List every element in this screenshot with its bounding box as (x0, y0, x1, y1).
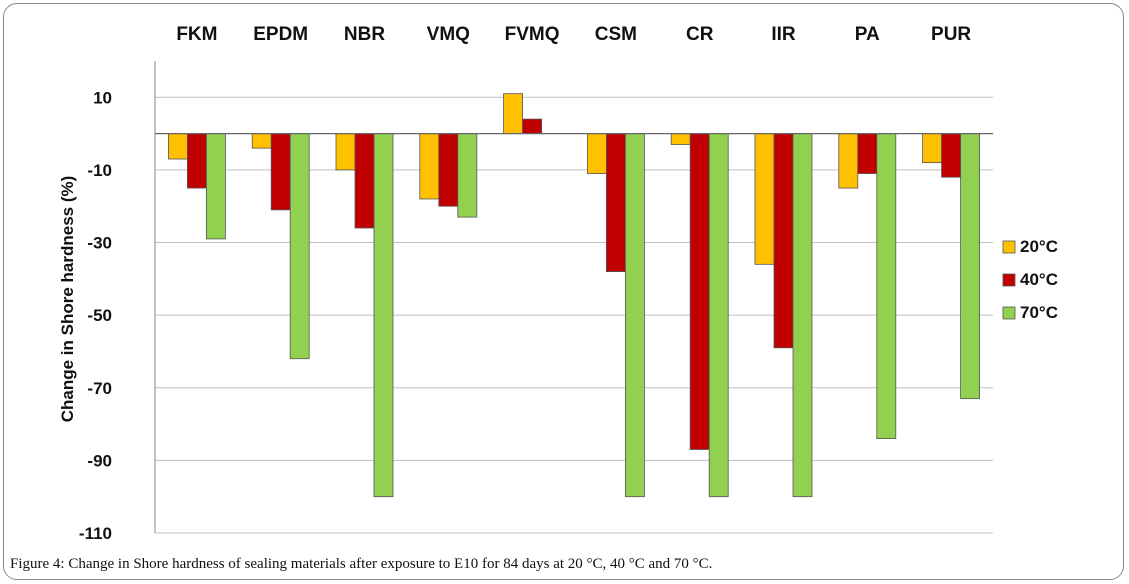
bar-epdm-20c (251, 133, 272, 149)
bar-fkm-70c (205, 133, 226, 240)
bar-csm-20c (587, 133, 607, 174)
y-tick-label: -110 (79, 524, 112, 543)
category-label: PA (855, 24, 880, 45)
category-label: CSM (595, 24, 637, 45)
bar-iir-40c (773, 133, 794, 349)
y-axis-title: Change in Shore hardness (%) (58, 176, 77, 423)
y-tick-label: -50 (87, 306, 112, 325)
bar-fkm-40c (186, 133, 207, 189)
bar-pur-70c (960, 133, 980, 400)
bar-cr-20c (670, 133, 691, 145)
bar-iir-20c (754, 133, 775, 265)
y-tick-label: -90 (87, 451, 112, 470)
bar-pa-20c (838, 133, 859, 189)
category-label: FKM (176, 24, 217, 45)
bar-vmq-70c (457, 133, 478, 218)
axes (154, 61, 993, 533)
bar-pur-20c (922, 133, 942, 164)
legend-label: 40°C (1020, 270, 1058, 289)
y-tick-labels: 10 -10 -30 -50 -70 -90 -110 (79, 88, 112, 543)
bar-nbr-70c (373, 133, 394, 498)
bar-pur-40c (941, 133, 961, 178)
bar-iir-70c (792, 133, 813, 498)
category-label: PUR (931, 24, 971, 45)
bar-fvmq-40c (522, 118, 542, 135)
bar-epdm-70c (289, 133, 310, 360)
bar-pa-40c (857, 133, 878, 174)
bar-pa-70c (876, 133, 897, 440)
y-tick-label: -10 (87, 161, 112, 180)
bar-nbr-40c (354, 133, 375, 229)
category-label: FVMQ (505, 24, 560, 45)
category-label: IIR (771, 24, 796, 45)
bar-cr-40c (689, 133, 710, 450)
legend-label: 20°C (1020, 237, 1058, 256)
y-tick-label: 10 (93, 88, 112, 107)
y-tick-label: -70 (87, 379, 112, 398)
category-label: VMQ (427, 24, 470, 45)
bar-vmq-20c (419, 133, 440, 200)
bar-cr-70c (708, 133, 729, 498)
figure-caption: Figure 4: Change in Shore hardness of se… (10, 556, 713, 572)
y-tick-label: -30 (87, 234, 112, 253)
figure-frame (3, 3, 1124, 580)
category-label: NBR (344, 24, 385, 45)
bars (167, 93, 980, 498)
bar-fkm-20c (167, 133, 188, 160)
bar-csm-70c (625, 133, 645, 498)
category-label: EPDM (253, 24, 308, 45)
legend: 20°C 40°C 70°C (1002, 237, 1058, 322)
legend-swatch (1002, 240, 1016, 254)
bar-vmq-40c (438, 133, 459, 207)
bar-epdm-40c (270, 133, 291, 211)
bar-fvmq-20c (503, 93, 524, 135)
bar-nbr-20c (335, 133, 356, 171)
bar-csm-40c (606, 133, 626, 272)
legend-label: 70°C (1020, 303, 1058, 322)
category-labels: FKM EPDM NBR VMQ FVMQ CSM CR IIR PA PUR (176, 24, 971, 45)
category-label: CR (686, 24, 714, 45)
legend-swatch (1002, 306, 1016, 320)
legend-swatch (1002, 273, 1016, 287)
